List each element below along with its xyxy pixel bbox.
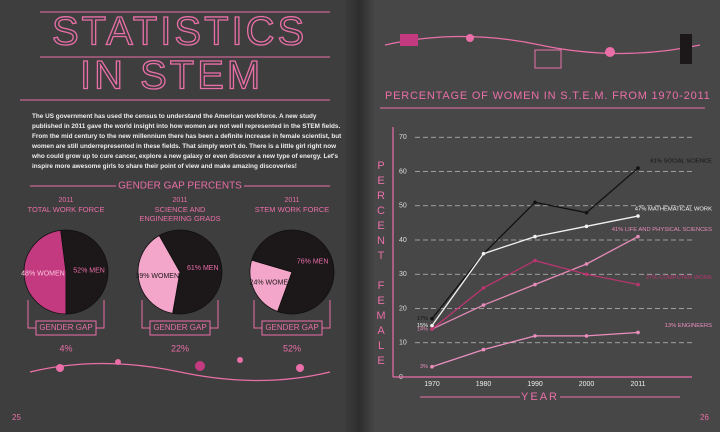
page-number: 25 xyxy=(12,413,21,422)
right-page xyxy=(360,0,720,432)
y-tick-label: 10 xyxy=(399,340,407,347)
value-label: 3% xyxy=(420,364,428,370)
series-point xyxy=(636,166,640,170)
pie-year: 2011 xyxy=(58,197,73,204)
pie-slice xyxy=(251,229,335,315)
series-point xyxy=(636,282,640,287)
y-tick-label: 50 xyxy=(399,203,407,210)
gap-value: 52% xyxy=(283,343,301,353)
pie-label: 48% WOMEN xyxy=(21,270,65,277)
intro-text: The US government has used the census to… xyxy=(32,113,342,170)
series-point xyxy=(533,234,537,239)
series-name: 13% ENGINEERS xyxy=(665,323,712,329)
pie-title: SCIENCE AND xyxy=(155,205,206,214)
pie-slice xyxy=(60,229,109,315)
x-tick-label: 1970 xyxy=(424,381,440,388)
series-point xyxy=(430,327,434,331)
gutter xyxy=(345,0,375,432)
pie-label: 76% MEN xyxy=(297,258,329,265)
series-point xyxy=(481,251,486,256)
series-point xyxy=(584,262,589,266)
series-point xyxy=(584,272,589,277)
gap-label: GENDER GAP xyxy=(265,323,318,332)
x-tick-label: 2000 xyxy=(579,381,595,388)
series-point xyxy=(430,316,434,321)
gap-bracket xyxy=(253,300,331,329)
y-tick-label: 40 xyxy=(399,237,407,244)
value-label: 15% xyxy=(417,323,428,329)
series-name: 41% LIFE AND PHYSICAL SCIENCES xyxy=(612,227,712,233)
section-heading: GENDER GAP PERCENTS xyxy=(118,181,242,192)
pie-label: 61% MEN xyxy=(187,265,219,272)
vine-decoration xyxy=(29,35,701,382)
series-point xyxy=(533,258,537,263)
pie-slice xyxy=(249,259,293,312)
y-tick-label: 70 xyxy=(399,134,407,141)
pie-slice xyxy=(23,229,67,315)
title-line: IN STEM xyxy=(80,54,263,98)
series-point xyxy=(533,282,537,287)
x-tick-label: 1980 xyxy=(476,381,492,388)
pie-label: 39% WOMEN xyxy=(135,273,179,280)
series-point xyxy=(636,330,640,335)
series-name: 47% MATHEMATICAL WORK xyxy=(635,207,712,213)
series-point xyxy=(584,210,589,215)
pie-slice xyxy=(158,229,223,315)
gap-bracket xyxy=(141,300,219,329)
series-point xyxy=(430,323,434,328)
page-number: 26 xyxy=(700,413,709,422)
y-tick-label: 60 xyxy=(399,168,407,175)
y-tick-label: 20 xyxy=(399,305,407,312)
series-name: 61% SOCIAL SCIENCE xyxy=(650,159,712,165)
title-rules xyxy=(20,11,330,101)
series-point xyxy=(430,364,434,369)
x-axis-label: YEAR xyxy=(521,391,559,403)
pie-title: TOTAL WORK FORCE xyxy=(28,205,105,214)
pie-title: STEM WORK FORCE xyxy=(255,205,330,214)
y-tick-label: 30 xyxy=(399,271,407,278)
value-label: 17% xyxy=(417,316,428,322)
x-tick-label: 1990 xyxy=(527,381,543,388)
value-label: 14% xyxy=(417,327,428,333)
series-point xyxy=(481,303,486,307)
left-page xyxy=(0,0,360,432)
gap-label: GENDER GAP xyxy=(153,323,206,332)
pie-year: 2011 xyxy=(284,197,299,204)
doodles xyxy=(56,34,692,372)
series-point xyxy=(636,214,640,218)
series-name: 27% COMPUTER WORK xyxy=(646,275,712,281)
gap-value: 4% xyxy=(59,343,72,353)
pie-year: 2011 xyxy=(172,197,187,204)
gap-label: GENDER GAP xyxy=(39,323,92,332)
series-point xyxy=(584,224,589,229)
series-point xyxy=(481,347,486,352)
pie-label: 24% WOMEN xyxy=(250,279,294,286)
x-tick-label: 2011 xyxy=(630,381,645,388)
series-point xyxy=(481,286,486,290)
pie-slice xyxy=(137,234,181,314)
y-axis-label: PERCENT FEMALE xyxy=(375,160,387,370)
series-point xyxy=(533,334,537,338)
chart-title: PERCENTAGE OF WOMEN IN S.T.E.M. FROM 197… xyxy=(385,90,711,102)
pie-label: 52% MEN xyxy=(73,267,105,274)
series-point xyxy=(584,334,589,338)
series-point xyxy=(636,234,640,239)
gap-value: 22% xyxy=(171,343,189,353)
gap-bracket xyxy=(27,300,105,329)
pie-title: ENGINEERING GRADS xyxy=(139,214,220,223)
series-point xyxy=(533,200,537,205)
title-line: STATISTICS xyxy=(52,10,307,54)
